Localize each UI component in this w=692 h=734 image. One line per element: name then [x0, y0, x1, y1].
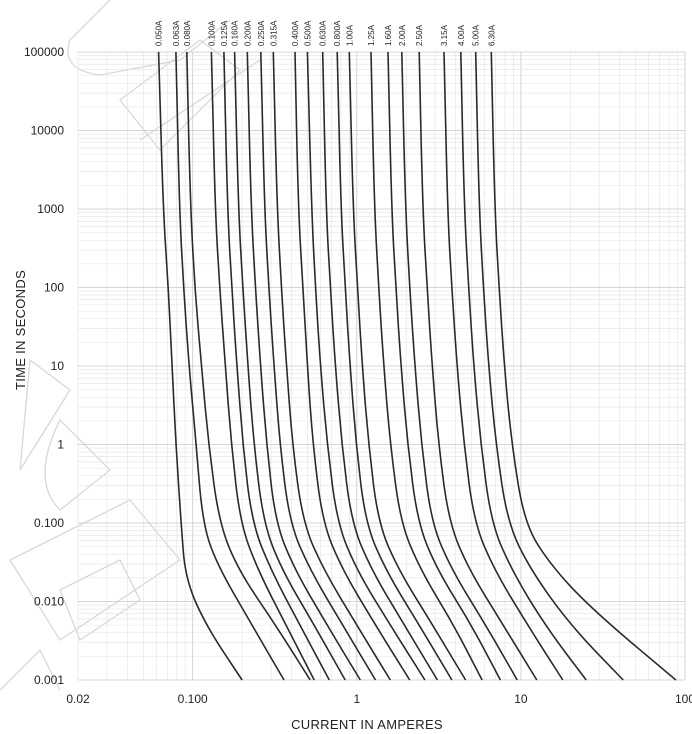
curve-labels: 0.050A 0.063A 0.080A 0.100A 0.125A 0.160A 0.20…	[155, 20, 497, 46]
curve-label-0.800A: 0.800A	[333, 20, 342, 46]
curve-label-2.00A: 2.00A	[398, 24, 407, 46]
x-tick-label: 100	[675, 692, 692, 706]
curve-label-0.500A: 0.500A	[303, 20, 312, 46]
y-tick-label: 1000	[37, 202, 64, 216]
curve-label-6.30A: 6.30A	[487, 24, 496, 46]
y-tick-label: 100000	[24, 45, 64, 59]
fuse-curve-4.00A	[460, 51, 587, 681]
y-tick-label: 1	[57, 438, 64, 452]
curve-label-0.400A: 0.400A	[291, 20, 300, 46]
fuse-curve-0.080A	[186, 51, 311, 681]
fuse-curve-0.400A	[294, 51, 411, 681]
fuse-curve-2.00A	[401, 51, 518, 681]
y-tick-label: 0.100	[34, 516, 64, 530]
curve-label-0.200A: 0.200A	[243, 20, 252, 46]
x-axis-tick-labels: 0.02 0.100 1 10 100	[66, 692, 692, 706]
y-axis-tick-labels: 0.001 0.010 0.100 1 10 100 1000 10000 100000	[24, 45, 64, 687]
y-tick-label: 10000	[31, 124, 65, 138]
fuse-curves	[157, 51, 677, 681]
curve-label-1.25A: 1.25A	[367, 24, 376, 46]
curve-label-0.100A: 0.100A	[207, 20, 216, 46]
fuse-curve-0.250A	[260, 51, 377, 681]
fuse-curve-0.160A	[233, 51, 346, 681]
curve-label-3.15A: 3.15A	[440, 24, 449, 46]
y-tick-label: 0.010	[34, 595, 64, 609]
curve-label-0.125A: 0.125A	[220, 20, 229, 46]
x-axis-title: CURRENT IN AMPERES	[291, 717, 443, 732]
curve-label-0.250A: 0.250A	[257, 20, 266, 46]
y-tick-label: 100	[44, 281, 64, 295]
fuse-curve-0.200A	[246, 51, 361, 681]
fuse-curve-0.315A	[272, 51, 391, 681]
fuse-curve-0.125A	[223, 51, 331, 681]
curve-label-0.630A: 0.630A	[319, 20, 328, 46]
fuse-curve-3.15A	[443, 51, 564, 681]
curve-label-1.00A: 1.00A	[345, 24, 354, 46]
curve-label-5.00A: 5.00A	[472, 24, 481, 46]
x-tick-label: 0.02	[66, 692, 90, 706]
y-tick-label: 10	[51, 359, 65, 373]
curve-label-0.050A: 0.050A	[155, 20, 164, 46]
fuse-curve-0.500A	[306, 51, 426, 681]
fuse-curve-1.60A	[387, 51, 502, 681]
fuse-curve-0.100A	[210, 51, 315, 681]
fuse-curve-0.050A	[157, 51, 243, 681]
curve-label-0.160A: 0.160A	[231, 20, 240, 46]
curve-label-2.50A: 2.50A	[415, 24, 424, 46]
fuse-curve-1.00A	[348, 51, 467, 681]
fuse-curve-0.063A	[175, 51, 285, 681]
fuse-curve-2.50A	[418, 51, 538, 681]
y-axis-title: TIME IN SECONDS	[13, 270, 28, 390]
x-tick-label: 10	[514, 692, 528, 706]
watermark-logo	[0, 0, 261, 691]
fuse-curve-6.30A	[490, 51, 677, 681]
x-tick-label: 1	[353, 692, 360, 706]
y-tick-label: 0.001	[34, 673, 64, 687]
fuse-curve-0.630A	[321, 51, 439, 681]
fuse-curve-1.25A	[370, 51, 483, 681]
x-tick-label: 0.100	[178, 692, 208, 706]
curve-label-0.080A: 0.080A	[183, 20, 192, 46]
curve-label-1.60A: 1.60A	[384, 24, 393, 46]
fuse-curve-0.800A	[336, 51, 453, 681]
curve-label-0.063A: 0.063A	[172, 20, 181, 46]
fuse-curve-5.00A	[474, 51, 624, 681]
curve-label-0.315A: 0.315A	[269, 20, 278, 46]
curve-label-4.00A: 4.00A	[457, 24, 466, 46]
